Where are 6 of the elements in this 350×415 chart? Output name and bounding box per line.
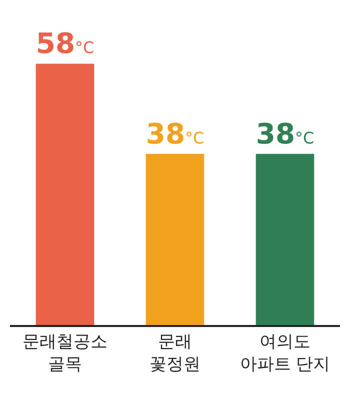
x-tick-label: 문래 꽃정원 — [150, 332, 200, 374]
data-label: 38°C — [146, 117, 204, 150]
data-label: 58°C — [36, 27, 94, 60]
x-tick-label: 문래철공소 골목 — [22, 332, 108, 374]
data-label: 38°C — [256, 117, 314, 150]
x-tick-label: 여의도 아파트 단지 — [240, 332, 330, 374]
